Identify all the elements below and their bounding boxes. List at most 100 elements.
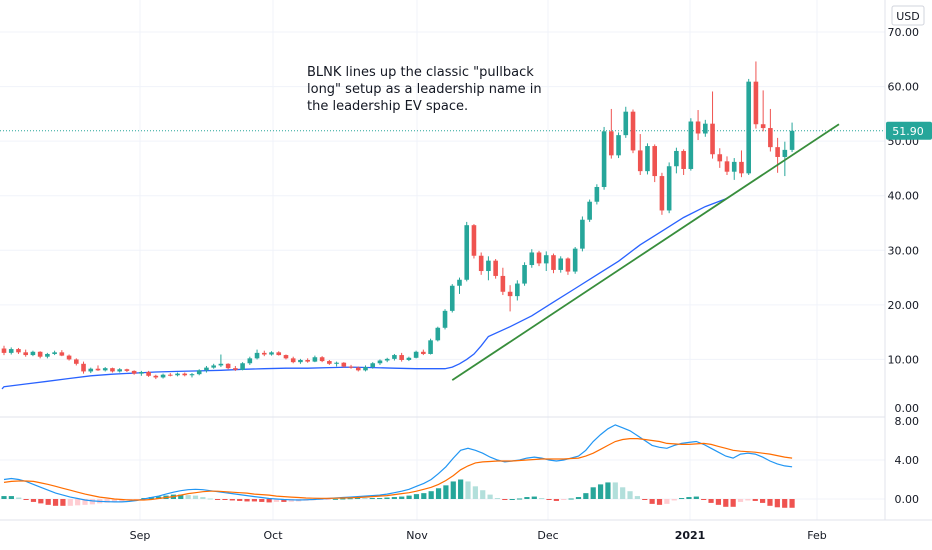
current-price-label: 51.90 [892, 125, 924, 138]
candle-body [377, 360, 383, 364]
time-tick-label: Dec [537, 529, 558, 542]
candle-body [355, 367, 361, 371]
candle-body [746, 81, 751, 174]
time-tick-label: Sep [130, 529, 151, 542]
moving-average-line [1, 197, 728, 390]
candle-body [558, 258, 564, 270]
candle-body [695, 121, 701, 134]
candle-body [493, 260, 498, 276]
histogram-bar [767, 499, 773, 506]
current-price-tag: 51.90 [886, 121, 932, 140]
time-tick-label: 2021 [675, 529, 706, 542]
histogram-bar [200, 497, 206, 499]
histogram-bar [244, 499, 250, 502]
candle-body [384, 358, 390, 361]
histogram-bar [16, 497, 22, 499]
candle-body [760, 124, 766, 129]
candle-body [652, 146, 657, 177]
histogram-bar [413, 494, 420, 499]
candle-body [594, 186, 600, 202]
candle-body [81, 363, 86, 372]
candle-body [421, 351, 426, 354]
candle-body [240, 363, 245, 370]
histogram-bar [52, 499, 59, 506]
candle-body [782, 149, 788, 157]
candle-body [464, 225, 470, 280]
histogram-bar [487, 494, 493, 499]
candle-body [66, 355, 72, 360]
histogram-bar [516, 498, 523, 500]
candle-body [710, 123, 715, 155]
histogram-bar [723, 499, 729, 507]
macd-line [3, 424, 793, 503]
candle-body [674, 150, 679, 167]
currency-badge[interactable]: USD [891, 5, 925, 26]
histogram-bar [678, 498, 685, 500]
candle-body [175, 373, 180, 376]
candle-body [204, 367, 209, 371]
candle-body [363, 367, 368, 371]
histogram-bar [111, 499, 118, 502]
candle-body [305, 359, 310, 362]
histogram-bar [612, 482, 618, 499]
candle-body [233, 368, 238, 370]
candle-body [37, 351, 43, 357]
histogram-bar [531, 496, 537, 499]
candle-body [290, 358, 296, 363]
candle-body [507, 291, 513, 297]
histogram-bar [774, 499, 780, 508]
candle-body [139, 371, 144, 374]
chart-annotation[interactable]: BLNK lines up the classic "pullback long… [307, 65, 542, 114]
histogram-bar [347, 498, 353, 500]
histogram-bar [539, 498, 545, 500]
candle-body [110, 368, 115, 372]
candle-body [681, 150, 686, 169]
histogram-bar [450, 481, 456, 499]
macd-tick-label: 4.00 [895, 454, 920, 467]
histogram-bar [509, 499, 515, 500]
histogram-bar [502, 499, 508, 500]
candle-body [435, 327, 441, 341]
candle-body [247, 358, 253, 364]
trendline[interactable] [451, 123, 840, 381]
candle-body [269, 352, 274, 355]
currency-label: USD [896, 10, 920, 23]
candle-body [131, 370, 137, 374]
macd-axis[interactable]: 8.00 4.00 0.00 [895, 415, 920, 506]
candle-body [182, 373, 188, 376]
histogram-bar [760, 499, 766, 503]
histogram-bar [561, 499, 567, 500]
histogram-bar [325, 499, 331, 500]
candle-body [160, 374, 166, 378]
candle-body [731, 161, 737, 172]
time-tick-label: Nov [406, 529, 428, 542]
candle-body [392, 355, 397, 359]
candle-body [478, 255, 484, 272]
candle-body [406, 357, 412, 360]
candle-body [616, 135, 621, 156]
time-axis[interactable]: Sep Oct Nov Dec 2021 Feb [130, 529, 827, 542]
histogram-bar [435, 488, 442, 499]
candle-body [457, 279, 462, 286]
histogram-bar [104, 499, 110, 503]
histogram-bar [82, 499, 88, 505]
price-pane [0, 61, 885, 390]
candle-body [565, 258, 571, 272]
signal-line [3, 438, 793, 501]
histogram-bar [627, 491, 633, 499]
candle-body [196, 370, 202, 375]
macd-tick-label: 0.00 [895, 493, 920, 506]
candle-body [630, 111, 636, 151]
histogram-bar [237, 499, 243, 501]
candle-body [348, 366, 354, 368]
histogram-bar [620, 487, 626, 499]
price-tick-label: 10.00 [888, 353, 920, 366]
time-tick-label: Feb [807, 529, 826, 542]
candle-body [515, 283, 520, 297]
histogram-bar [524, 497, 530, 499]
histogram-bar [590, 487, 596, 499]
candle-body [688, 121, 694, 169]
histogram-bar [458, 479, 464, 499]
candle-body [370, 363, 376, 368]
